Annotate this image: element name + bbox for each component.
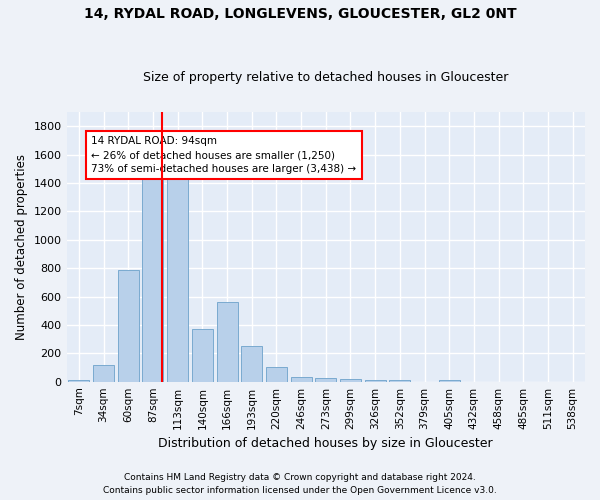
- Bar: [93, 364, 114, 382]
- Bar: [365, 380, 386, 382]
- Bar: [340, 379, 361, 382]
- X-axis label: Distribution of detached houses by size in Gloucester: Distribution of detached houses by size …: [158, 437, 493, 450]
- Text: Contains HM Land Registry data © Crown copyright and database right 2024.
Contai: Contains HM Land Registry data © Crown c…: [103, 473, 497, 495]
- Bar: [192, 329, 213, 382]
- Bar: [315, 378, 336, 382]
- Bar: [241, 346, 262, 382]
- Bar: [217, 302, 238, 382]
- Y-axis label: Number of detached properties: Number of detached properties: [15, 154, 28, 340]
- Bar: [389, 380, 410, 382]
- Bar: [68, 380, 89, 382]
- Bar: [142, 174, 163, 382]
- Bar: [290, 376, 311, 382]
- Bar: [439, 380, 460, 382]
- Bar: [167, 174, 188, 382]
- Title: Size of property relative to detached houses in Gloucester: Size of property relative to detached ho…: [143, 72, 508, 85]
- Text: 14, RYDAL ROAD, LONGLEVENS, GLOUCESTER, GL2 0NT: 14, RYDAL ROAD, LONGLEVENS, GLOUCESTER, …: [83, 8, 517, 22]
- Text: 14 RYDAL ROAD: 94sqm
← 26% of detached houses are smaller (1,250)
73% of semi-de: 14 RYDAL ROAD: 94sqm ← 26% of detached h…: [91, 136, 356, 174]
- Bar: [266, 368, 287, 382]
- Bar: [118, 270, 139, 382]
